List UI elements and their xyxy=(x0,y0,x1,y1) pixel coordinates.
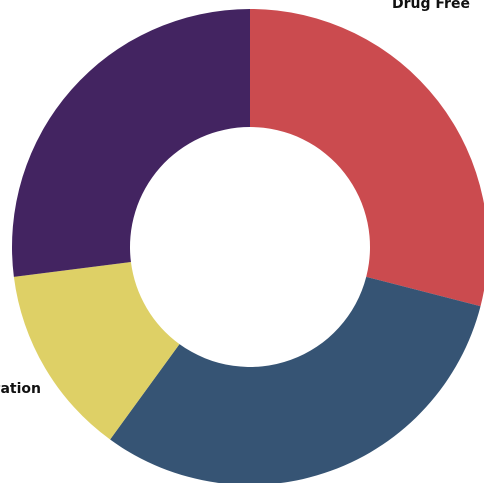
donut-slice-3 xyxy=(11,9,250,277)
donut-slice-0 xyxy=(250,9,484,307)
slices-layer xyxy=(11,9,484,483)
slice-label-0: Drug Free xyxy=(392,0,470,12)
slice-label-2: tation xyxy=(0,381,41,397)
donut-slice-1 xyxy=(110,276,481,483)
labels-layer: Drug Free tation xyxy=(0,0,470,397)
donut-slice-2 xyxy=(13,262,180,440)
